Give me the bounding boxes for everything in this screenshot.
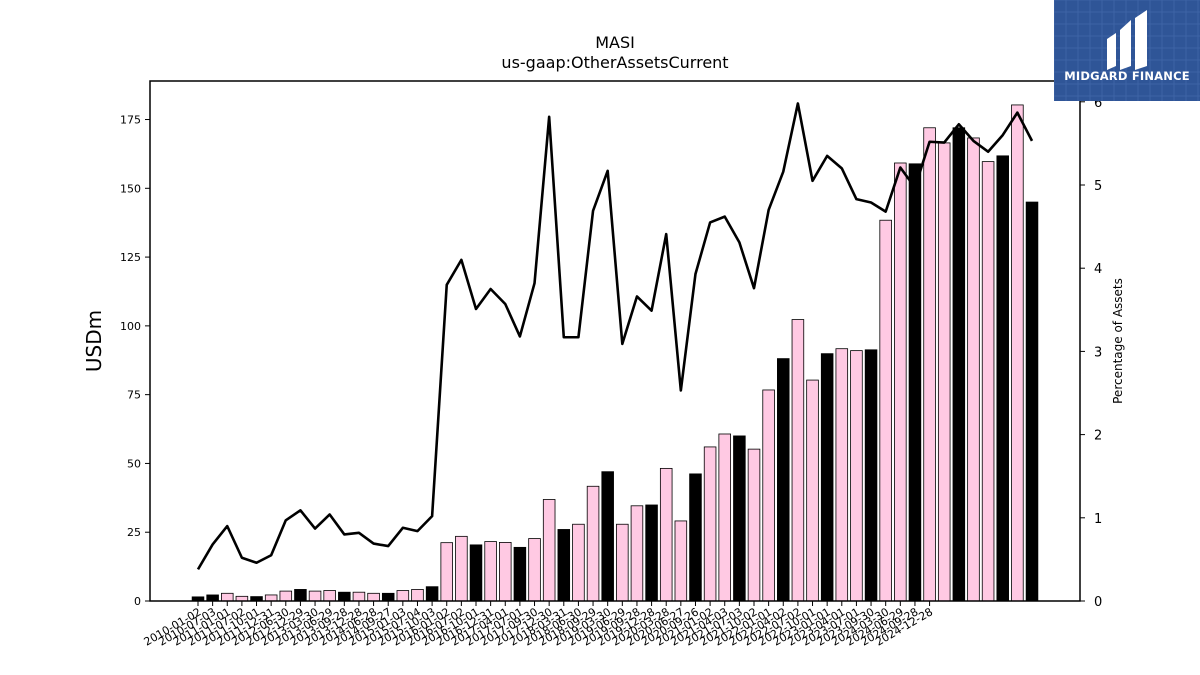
bar xyxy=(338,591,351,602)
y-axis-label: USDm xyxy=(82,310,106,372)
bar xyxy=(981,161,995,602)
bar-series xyxy=(191,104,1039,602)
bar xyxy=(923,127,936,602)
y-tick-label: 150 xyxy=(120,182,141,195)
bar xyxy=(894,162,907,602)
brand-logo: MIDGARD FINANCE xyxy=(1053,0,1200,101)
bar xyxy=(835,348,849,602)
bar xyxy=(367,592,380,602)
bar xyxy=(733,435,746,602)
y2-tick-label: 6 xyxy=(1094,96,1102,111)
bar xyxy=(718,433,731,602)
bar xyxy=(586,485,600,602)
y-tick-label: 25 xyxy=(127,526,141,539)
bar xyxy=(659,467,673,602)
bar xyxy=(777,358,790,602)
bar xyxy=(674,520,688,602)
bar xyxy=(996,155,1009,602)
bar xyxy=(264,594,278,602)
bar xyxy=(908,163,922,602)
bar xyxy=(323,590,336,602)
y-tick-label: 50 xyxy=(127,457,141,470)
logo-background xyxy=(1053,0,1200,101)
bar xyxy=(542,499,556,602)
bar xyxy=(572,523,585,602)
bar xyxy=(279,590,293,602)
bar xyxy=(1011,104,1024,602)
brand-name: MIDGARD FINANCE xyxy=(1064,69,1190,83)
bar xyxy=(308,590,322,602)
chart-subtitle: us-gaap:OtherAssetsCurrent xyxy=(501,53,728,72)
y2-tick-label: 1 xyxy=(1094,512,1102,527)
bar xyxy=(703,446,717,602)
bar xyxy=(645,504,658,602)
axes: 025507510012515017501234562010-01-022010… xyxy=(120,80,1102,649)
bar xyxy=(221,592,234,602)
bar xyxy=(557,529,571,602)
bar xyxy=(806,379,819,602)
bar xyxy=(513,546,527,602)
pct-assets-line xyxy=(196,102,1034,571)
logo-mark xyxy=(1107,10,1147,70)
bar xyxy=(820,353,834,602)
bar xyxy=(967,137,980,602)
bar xyxy=(762,389,775,602)
bar xyxy=(381,592,395,602)
y-tick-label: 0 xyxy=(134,595,141,608)
bar xyxy=(484,541,497,602)
bar xyxy=(469,544,483,602)
bar xyxy=(850,350,863,602)
chart-title: MASI xyxy=(595,33,635,52)
bar xyxy=(616,523,629,602)
y-tick-label: 100 xyxy=(120,320,141,333)
bar xyxy=(791,319,805,602)
bar xyxy=(411,589,424,602)
y2-tick-label: 5 xyxy=(1094,179,1102,194)
bar xyxy=(747,448,761,602)
bar xyxy=(499,542,512,602)
bar xyxy=(630,505,644,602)
y-tick-label: 175 xyxy=(120,114,141,127)
bar xyxy=(440,542,453,602)
bar xyxy=(879,219,892,602)
y2-tick-label: 3 xyxy=(1094,345,1102,360)
bar xyxy=(528,538,541,602)
y-tick-label: 75 xyxy=(127,389,141,402)
y2-tick-label: 2 xyxy=(1094,429,1102,444)
y2-tick-label: 0 xyxy=(1094,595,1102,610)
bar xyxy=(937,142,951,602)
plot-frame xyxy=(149,80,1081,602)
bar xyxy=(396,590,410,602)
bar xyxy=(425,586,439,602)
y2-axis-label: Percentage of Assets xyxy=(1111,278,1125,404)
bar xyxy=(864,349,878,602)
bar xyxy=(1025,201,1039,602)
bar xyxy=(455,535,468,602)
bar xyxy=(952,127,966,602)
line-series xyxy=(196,102,1034,571)
bar xyxy=(601,471,614,602)
bar xyxy=(352,591,366,602)
bar xyxy=(206,594,219,602)
bar xyxy=(689,473,702,602)
y2-tick-label: 4 xyxy=(1094,262,1102,277)
bar xyxy=(294,589,307,602)
y-tick-label: 125 xyxy=(120,251,141,264)
